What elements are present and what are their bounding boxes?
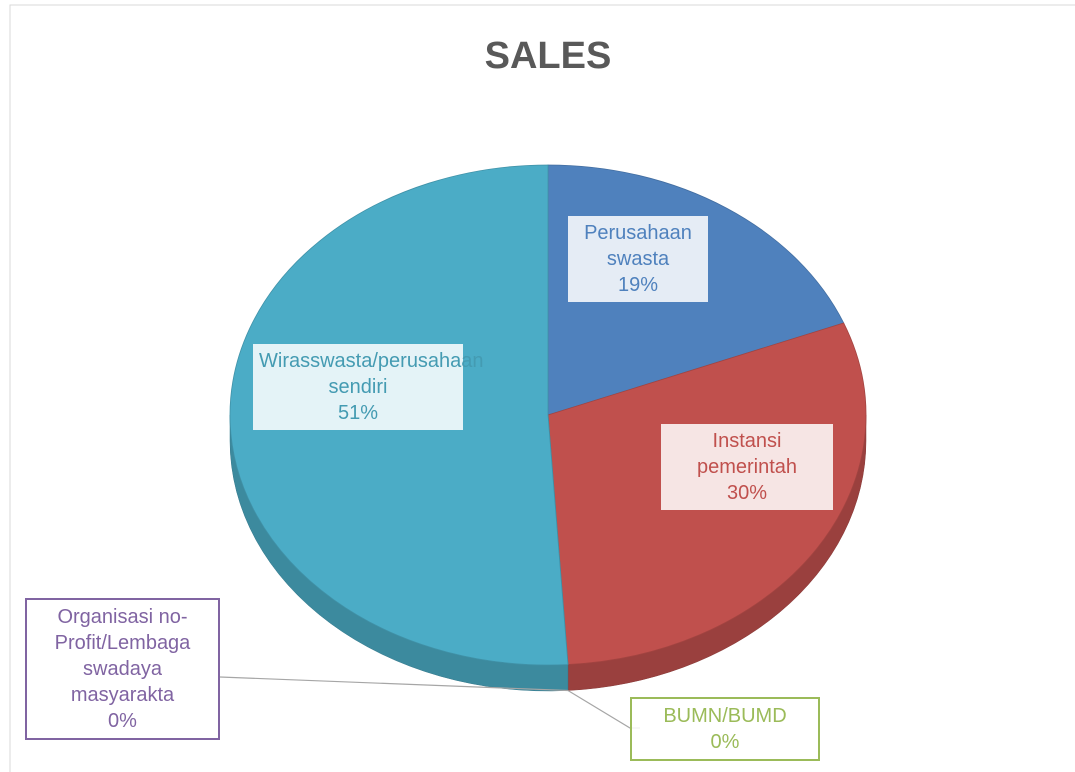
category-label: Wirasswasta/perusahaan sendiri xyxy=(259,350,484,398)
value-label: 0% xyxy=(108,710,137,732)
category-label: BUMN/BUMD xyxy=(663,705,787,727)
data-label: Organisasi no-Profit/Lembaga swadaya mas… xyxy=(25,598,220,740)
value-label: 19% xyxy=(617,274,659,296)
leader-line xyxy=(219,676,568,692)
value-label: 51% xyxy=(337,402,379,424)
data-label: BUMN/BUMD 0% xyxy=(630,697,820,761)
category-label: Organisasi no-Profit/Lembaga swadaya mas… xyxy=(54,606,191,706)
value-label: 0% xyxy=(710,731,740,753)
value-label: 30% xyxy=(726,482,768,504)
data-label: Wirasswasta/perusahaan sendiri 51% xyxy=(253,344,484,430)
data-label: Perusahaan swasta 19% xyxy=(568,216,708,302)
data-label: Instansi pemerintah 30% xyxy=(661,424,833,510)
category-label: Instansi pemerintah xyxy=(696,430,798,478)
chart-border xyxy=(9,4,1075,772)
category-label: Perusahaan swasta xyxy=(584,222,692,270)
chart-title: SALES xyxy=(485,35,612,77)
